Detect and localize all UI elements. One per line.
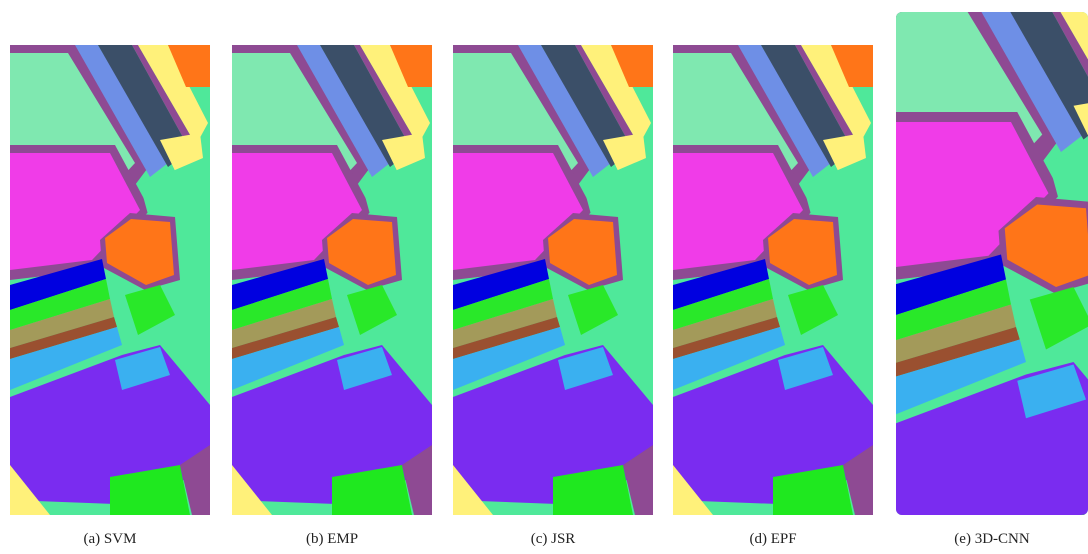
- classification-map: [453, 45, 653, 515]
- panel-caption: (c) JSR: [531, 531, 576, 547]
- map-region: [886, 512, 936, 549]
- classification-map: [10, 45, 210, 515]
- figure: (a) SVM (b) EMP (c) JSR (d) EPF (e) 3D-CNN: [0, 0, 1088, 549]
- classification-map: [232, 45, 432, 515]
- panel-caption: (d) EPF: [749, 531, 796, 547]
- panel-caption: (a) SVM: [84, 531, 137, 547]
- panel-caption: (b) EMP: [306, 531, 358, 547]
- classification-map: [673, 45, 873, 515]
- classification-map: [886, 0, 1088, 549]
- panel-caption: (e) 3D-CNN: [954, 531, 1030, 547]
